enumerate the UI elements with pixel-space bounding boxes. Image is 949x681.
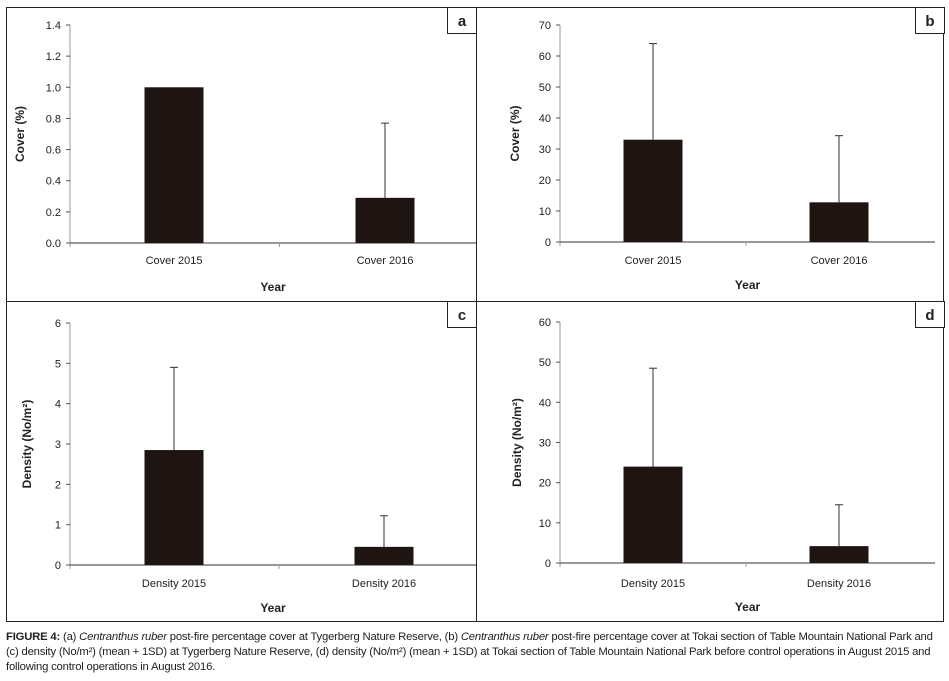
y-tick-label: 0.8 [46,113,61,125]
y-axis-title: Cover (%) [508,105,522,161]
caption-species: Centranthus ruber [460,631,549,643]
y-tick-label: 0.4 [46,176,61,188]
panel-label-box [915,7,945,34]
category-label: Density 2015 [142,578,206,590]
y-tick-label: 30 [539,438,551,450]
caption-text: (a) [60,631,80,643]
y-tick-label: 0 [545,237,551,249]
y-tick-label: 40 [539,397,551,409]
category-label: Cover 2015 [625,255,682,267]
bar [623,466,683,563]
caption-text: post-fire percentage cover at Tokai sect… [6,631,933,673]
category-label: Cover 2016 [357,255,414,267]
x-axis-title: Year [735,278,761,292]
bar [809,546,869,563]
bar [355,197,415,243]
y-tick-label: 0.2 [46,207,61,219]
panel-label: a [458,13,467,30]
caption-label: FIGURE 4: [6,631,61,643]
caption-species: Centranthus ruber [79,631,167,643]
y-tick-label: 10 [539,206,551,218]
y-tick-label: 0 [545,558,551,570]
x-axis-title: Year [260,280,286,294]
y-tick-label: 6 [55,318,61,330]
y-tick-label: 60 [539,317,551,329]
panel-label-box [915,301,945,328]
y-tick-label: 1.4 [46,20,61,32]
bar [623,139,683,242]
y-tick-label: 3 [55,439,61,451]
y-axis-title: Density (No/m²) [510,398,524,487]
x-axis-title: Year [260,601,286,615]
y-tick-label: 0.0 [46,238,61,250]
y-tick-label: 0.6 [46,145,61,157]
panel-label: b [925,13,934,30]
panel-label: d [925,307,934,324]
panel-label-box [447,301,477,328]
panel-label: c [458,307,466,324]
y-tick-label: 30 [539,144,551,156]
y-tick-label: 50 [539,357,551,369]
y-tick-label: 5 [55,358,61,370]
bar [144,87,204,244]
category-label: Density 2015 [621,578,685,590]
y-tick-label: 1.0 [46,82,61,94]
y-tick-label: 60 [539,51,551,63]
y-tick-label: 10 [539,518,551,530]
category-label: Cover 2016 [811,255,868,267]
bar [144,450,204,565]
y-tick-label: 70 [539,20,551,32]
bar [809,202,869,242]
y-axis-title: Cover (%) [13,106,27,162]
category-label: Density 2016 [352,578,416,590]
y-tick-label: 0 [55,560,61,572]
caption-text: post-fire percentage cover at Tygerberg … [166,631,461,643]
y-tick-label: 40 [539,113,551,125]
y-axis-title: Density (No/m²) [20,400,34,489]
panel-label-box [447,7,477,34]
y-tick-label: 4 [55,399,61,411]
y-tick-label: 2 [55,479,61,491]
y-tick-label: 20 [539,175,551,187]
bar [354,546,414,565]
y-tick-label: 20 [539,478,551,490]
x-axis-title: Year [735,600,761,614]
y-tick-label: 1 [55,520,61,532]
category-label: Density 2016 [807,578,871,590]
y-tick-label: 50 [539,82,551,94]
y-tick-label: 1.2 [46,51,61,63]
figure-caption: FIGURE 4: (a) Centranthus ruber post-fir… [6,630,942,675]
category-label: Cover 2015 [146,255,203,267]
